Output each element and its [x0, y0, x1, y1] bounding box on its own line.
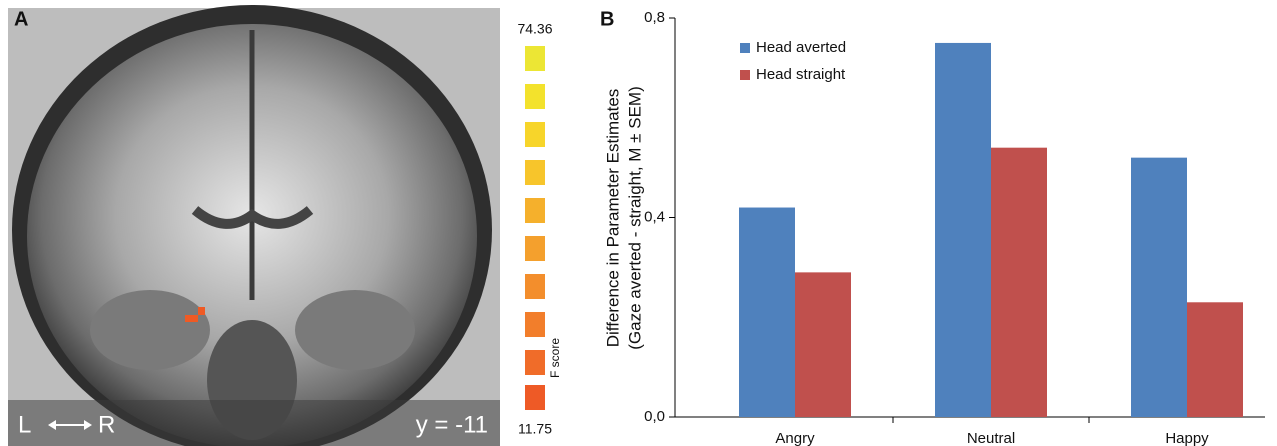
right-label: R — [98, 411, 115, 438]
legend-label: Head averted — [756, 39, 846, 56]
legend-label: Head straight — [756, 66, 846, 83]
x-tick-label: Neutral — [967, 430, 1015, 446]
colorbar-swatch — [525, 350, 545, 375]
colorbar-max: 74.36 — [517, 21, 552, 37]
colorbar — [525, 46, 545, 410]
y-axis-title: Difference in Parameter Estimates — [603, 89, 622, 348]
legend-swatch — [740, 43, 750, 53]
y-tick-label: 0,0 — [644, 408, 665, 425]
bar — [1131, 158, 1187, 417]
colorbar-swatch — [525, 312, 545, 337]
colorbar-swatch — [525, 274, 545, 299]
figure: A L R y = -11 74.36 11.75 F score B Diff… — [0, 0, 1277, 446]
left-label: L — [18, 411, 31, 438]
temporal-lobe — [295, 290, 415, 370]
bar — [795, 272, 851, 417]
colorbar-min: 11.75 — [518, 421, 552, 437]
bar — [935, 43, 991, 417]
x-tick-label: Angry — [775, 430, 815, 446]
colorbar-swatch — [525, 46, 545, 71]
colorbar-swatch — [525, 160, 545, 185]
bar — [739, 208, 795, 417]
slice-label: y = -11 — [416, 411, 488, 438]
colorbar-swatch — [525, 122, 545, 147]
y-tick-label: 0,8 — [644, 9, 665, 26]
colorbar-title: F score — [548, 338, 562, 378]
temporal-lobe — [90, 290, 210, 370]
panel-label: B — [600, 8, 614, 30]
y-tick-label: 0,4 — [644, 208, 665, 225]
colorbar-swatch — [525, 84, 545, 109]
bar — [1187, 302, 1243, 417]
x-tick-label: Happy — [1165, 430, 1209, 446]
y-axis-title: (Gaze averted - straight, M ± SEM) — [625, 86, 644, 349]
panel-label: A — [14, 8, 28, 30]
legend-swatch — [740, 70, 750, 80]
colorbar-swatch — [525, 385, 545, 410]
brain-panel — [8, 5, 500, 446]
colorbar-swatch — [525, 198, 545, 223]
bar — [991, 148, 1047, 417]
colorbar-swatch — [525, 236, 545, 261]
